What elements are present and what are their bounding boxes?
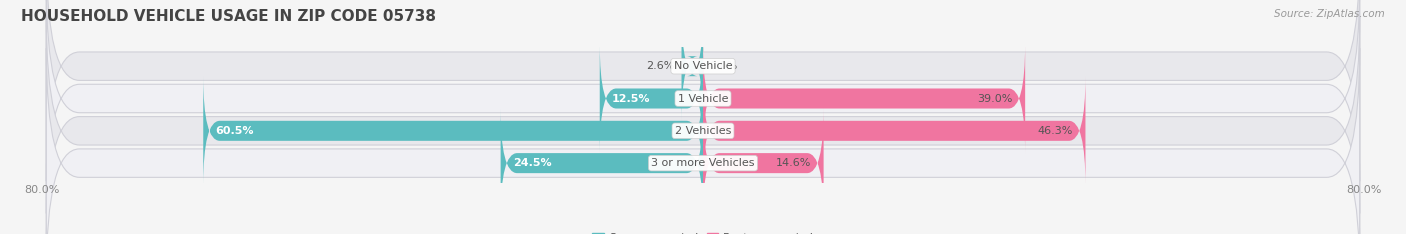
Text: 60.5%: 60.5%: [215, 126, 254, 136]
Legend: Owner-occupied, Renter-occupied: Owner-occupied, Renter-occupied: [588, 229, 818, 234]
FancyBboxPatch shape: [600, 44, 703, 153]
FancyBboxPatch shape: [46, 0, 1360, 214]
Text: Source: ZipAtlas.com: Source: ZipAtlas.com: [1274, 9, 1385, 19]
FancyBboxPatch shape: [46, 16, 1360, 234]
FancyBboxPatch shape: [46, 48, 1360, 234]
Text: 24.5%: 24.5%: [513, 158, 551, 168]
Text: HOUSEHOLD VEHICLE USAGE IN ZIP CODE 05738: HOUSEHOLD VEHICLE USAGE IN ZIP CODE 0573…: [21, 9, 436, 24]
FancyBboxPatch shape: [682, 11, 703, 121]
FancyBboxPatch shape: [46, 0, 1360, 181]
Text: 14.6%: 14.6%: [776, 158, 811, 168]
Text: 2.6%: 2.6%: [647, 61, 675, 71]
Text: 1 Vehicle: 1 Vehicle: [678, 94, 728, 103]
FancyBboxPatch shape: [703, 44, 1025, 153]
FancyBboxPatch shape: [204, 76, 703, 185]
Text: 39.0%: 39.0%: [977, 94, 1012, 103]
FancyBboxPatch shape: [703, 109, 824, 218]
FancyBboxPatch shape: [703, 76, 1085, 185]
Text: 12.5%: 12.5%: [612, 94, 651, 103]
Text: No Vehicle: No Vehicle: [673, 61, 733, 71]
Text: 3 or more Vehicles: 3 or more Vehicles: [651, 158, 755, 168]
Text: 0.0%: 0.0%: [710, 61, 738, 71]
Text: 46.3%: 46.3%: [1038, 126, 1073, 136]
Text: 2 Vehicles: 2 Vehicles: [675, 126, 731, 136]
FancyBboxPatch shape: [501, 109, 703, 218]
